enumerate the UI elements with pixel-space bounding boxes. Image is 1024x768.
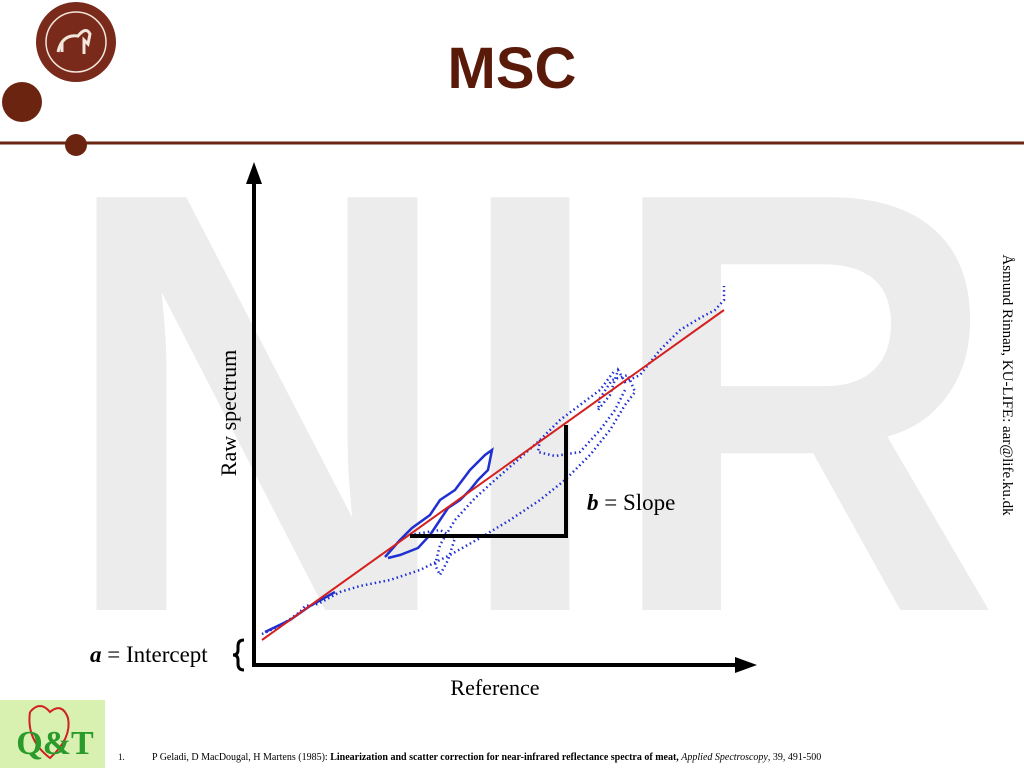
fit-line: [261, 309, 725, 641]
slope-var: b: [587, 490, 599, 515]
arrow: [246, 162, 262, 184]
footnote: P Geladi, D MacDougal, H Martens (1985):…: [152, 752, 821, 763]
intercept-text: = Intercept: [107, 642, 208, 667]
footnote-number: 1.: [118, 752, 125, 762]
seal-ring: [45, 11, 107, 73]
footnote-journal: Applied Spectroscopy: [680, 752, 768, 763]
footnote-rest: , 39, 491-500: [768, 752, 821, 763]
x-axis-label: Reference: [450, 675, 539, 700]
watermark: NIR: [60, 68, 1000, 738]
y-axis-label: Raw spectrum: [216, 350, 241, 476]
slope-triangle: [410, 425, 568, 538]
slope-label: b = Slope: [587, 490, 675, 515]
dot: [65, 134, 87, 156]
footnote-authors: P Geladi, D MacDougal, H Martens (1985):: [152, 752, 328, 763]
seal-horse: [56, 29, 92, 54]
dot: [2, 82, 42, 122]
title: MSC: [448, 36, 577, 101]
brace: [232, 638, 245, 672]
logo-apple: [28, 705, 70, 760]
intercept-label: a = Intercept: [90, 642, 208, 667]
seal: [36, 2, 116, 82]
footnote-title: Linearization and scatter correction for…: [330, 752, 679, 763]
side-note: Åsmund Rinnan, KU-LIFE: aar@life.ku.dk: [999, 254, 1015, 516]
intercept-var: a: [90, 642, 102, 667]
slope-text: = Slope: [604, 490, 675, 515]
logo-text: Q&T: [16, 725, 94, 762]
arrow: [735, 657, 757, 673]
